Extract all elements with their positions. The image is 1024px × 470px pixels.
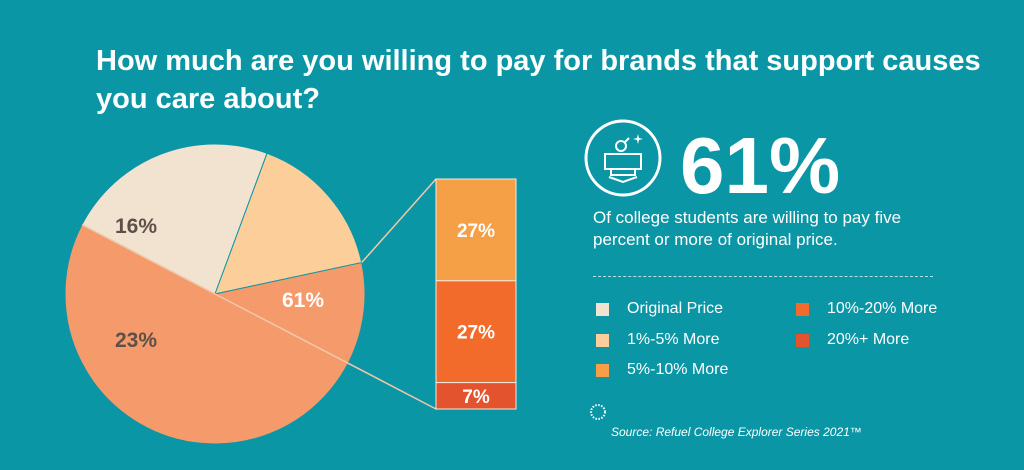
legend-item-original-price: Original Price — [596, 300, 723, 318]
pie-slice-label: 61% — [282, 289, 324, 312]
legend-label: Original Price — [627, 300, 724, 317]
pie-slice — [64, 224, 366, 445]
source-icon — [590, 404, 606, 420]
graduation-donation-icon — [584, 119, 662, 197]
legend-swatch — [596, 333, 609, 347]
pie-slice-label: 23% — [115, 329, 157, 352]
chart-title: How much are you willing to pay for bran… — [96, 45, 981, 115]
legend-swatch — [796, 302, 809, 316]
connector-line — [361, 178, 437, 264]
legend-item-10-20-more: 10%-20% More — [796, 300, 937, 318]
headline-percentage: 61% — [680, 121, 841, 210]
bar-segment — [435, 178, 517, 282]
legend-label: 1%-5% More — [627, 331, 720, 348]
bar-segment-label: 27% — [457, 221, 495, 242]
source-note: Source: Refuel College Explorer Series 2… — [611, 425, 862, 439]
bar-segment — [435, 280, 517, 384]
bar-segment-label: 7% — [462, 387, 490, 408]
legend-label: 20%+ More — [827, 331, 910, 348]
legend-item-20-plus-more: 20%+ More — [796, 331, 909, 349]
legend-swatch — [796, 333, 809, 347]
bar-segment — [435, 382, 517, 410]
legend-item-1-5-more: 1%-5% More — [596, 331, 719, 349]
pie-slice-label: 16% — [115, 215, 157, 238]
legend-label: 5%-10% More — [627, 361, 729, 378]
headline-description: Of college students are willing to pay f… — [593, 208, 902, 249]
connector-line — [81, 224, 437, 410]
legend-item-5-10-more: 5%-10% More — [596, 361, 728, 379]
pie-slice — [214, 152, 363, 295]
legend-swatch — [596, 302, 609, 316]
bar-segment-label: 27% — [457, 323, 495, 344]
legend-swatch — [596, 363, 609, 377]
legend-label: 10%-20% More — [827, 300, 938, 317]
pie-slice — [81, 143, 268, 295]
divider — [593, 276, 933, 277]
